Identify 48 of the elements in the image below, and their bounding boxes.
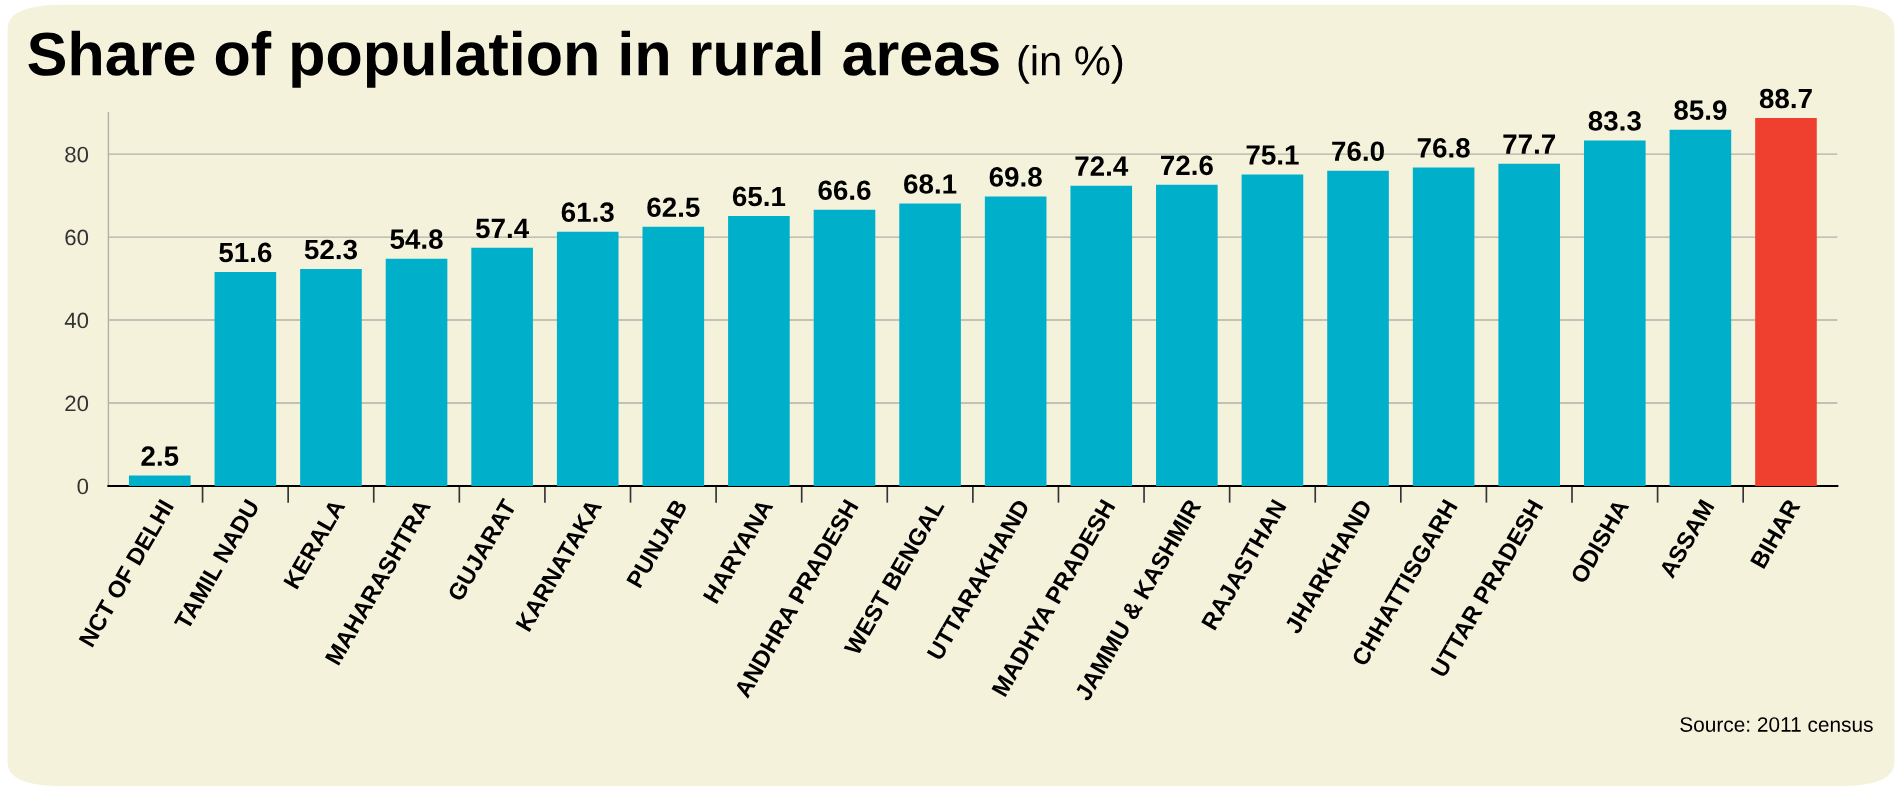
- data-label: 88.7: [1759, 88, 1812, 109]
- data-label: 52.3: [304, 239, 357, 260]
- bar: [1755, 118, 1817, 486]
- bar: [1327, 170, 1389, 486]
- bar: [1070, 185, 1133, 486]
- data-label: 57.4: [475, 218, 530, 239]
- bar: [1412, 167, 1475, 486]
- bar: [214, 271, 277, 486]
- bar: [1583, 140, 1646, 486]
- data-label: 68.1: [904, 174, 957, 194]
- bar: [1669, 129, 1732, 486]
- chart-subtitle: (in %): [1018, 44, 1123, 84]
- bar: [471, 247, 533, 486]
- chart-title: Share of population in rural areas: [28, 30, 999, 88]
- data-label: 72.4: [1075, 156, 1129, 176]
- bar: [813, 209, 876, 486]
- y-tick-label: 80: [65, 146, 89, 163]
- bar: [642, 226, 705, 486]
- data-label: 61.3: [561, 202, 614, 223]
- data-label: 76.8: [1417, 138, 1470, 158]
- data-label: 77.7: [1503, 134, 1556, 154]
- source-note: Source: 2011 census: [1680, 717, 1873, 732]
- data-label: 2.5: [141, 446, 179, 466]
- bar: [728, 215, 790, 486]
- y-tick-label: 60: [65, 229, 89, 246]
- data-label: 75.1: [1246, 145, 1299, 165]
- bar: [1498, 163, 1561, 486]
- y-tick-label: 20: [65, 395, 89, 412]
- data-label: 72.6: [1161, 155, 1213, 176]
- bar: [899, 203, 961, 486]
- data-label: 62.5: [647, 197, 700, 218]
- data-label: 76.0: [1332, 141, 1384, 162]
- data-label: 65.1: [732, 186, 786, 207]
- data-label: 54.8: [390, 229, 443, 249]
- bar: [385, 258, 448, 486]
- data-label: 85.9: [1674, 100, 1727, 120]
- data-label: 83.3: [1588, 111, 1641, 131]
- bar: [556, 231, 619, 486]
- bar: [1156, 184, 1218, 486]
- bar: [984, 196, 1047, 486]
- y-tick-label: 0: [77, 478, 89, 495]
- bar: [128, 475, 191, 486]
- bar: [300, 269, 362, 486]
- data-label: 51.6: [219, 242, 272, 263]
- data-label: 66.6: [818, 180, 871, 201]
- bar: [1241, 174, 1304, 486]
- y-tick-label: 40: [64, 312, 89, 329]
- data-label: 69.8: [989, 167, 1042, 187]
